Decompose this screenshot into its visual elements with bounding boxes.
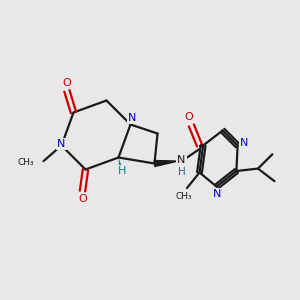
Text: H: H: [178, 167, 186, 177]
Text: H: H: [118, 166, 126, 176]
Text: N: N: [240, 138, 248, 148]
Text: N: N: [128, 113, 136, 123]
Text: N: N: [212, 189, 221, 199]
Polygon shape: [154, 160, 178, 166]
Text: N: N: [57, 139, 66, 149]
Text: O: O: [184, 112, 194, 122]
Text: O: O: [78, 194, 87, 205]
Text: O: O: [62, 77, 71, 88]
Text: CH₃: CH₃: [176, 192, 192, 201]
Text: CH₃: CH₃: [18, 158, 34, 167]
Text: N: N: [177, 155, 186, 165]
